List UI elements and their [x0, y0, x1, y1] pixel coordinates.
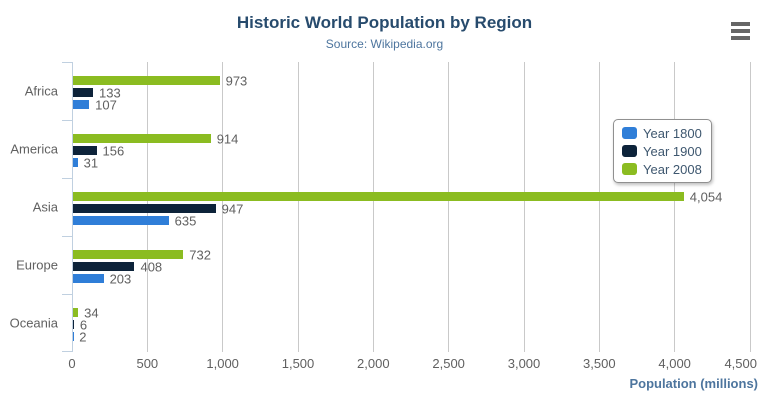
bar-america-year-1900[interactable]: [73, 146, 97, 155]
x-tick-label: 500: [136, 356, 159, 371]
x-tick-label: 4,500: [724, 356, 757, 371]
category-axis-tick: [62, 120, 72, 121]
x-tick-label: 2,000: [357, 356, 390, 371]
gridline: [598, 62, 600, 352]
x-axis-title: Population (millions): [629, 376, 758, 391]
bar-europe-year-2008[interactable]: [73, 250, 184, 259]
gridline: [523, 62, 525, 352]
chart-subtitle: Source: Wikipedia.org: [325, 37, 444, 51]
bar-oceania-year-2008[interactable]: [73, 308, 79, 317]
bar-value-label: 4,054: [689, 189, 723, 204]
category-label-europe: Europe: [16, 257, 58, 273]
chart-title: Historic World Population by Region: [236, 13, 533, 32]
bar-value-label: 914: [216, 131, 239, 146]
bar-asia-year-1900[interactable]: [73, 204, 216, 213]
gridline: [674, 62, 676, 352]
legend-swatch-year-2008: [622, 163, 637, 175]
bar-oceania-year-1900[interactable]: [73, 320, 74, 329]
x-tick-label: 0: [68, 356, 76, 371]
legend-item-label: Year 1800: [643, 125, 702, 141]
x-tick-label: 3,000: [507, 356, 541, 371]
category-label-asia: Asia: [32, 199, 58, 215]
x-tick-label: 2,500: [432, 356, 465, 371]
category-axis-line: [72, 62, 73, 352]
bar-value-label: 156: [102, 143, 125, 158]
gridline: [222, 62, 224, 352]
category-axis-tick: [62, 236, 72, 237]
bar-value-label: 2: [79, 329, 87, 344]
x-tick-label: 3,500: [583, 356, 616, 371]
bar-value-label: 732: [189, 247, 211, 262]
category-label-africa: Africa: [24, 83, 58, 99]
bar-value-label: 635: [174, 213, 197, 228]
x-tick-label: 4,000: [658, 356, 691, 371]
bar-africa-year-1800[interactable]: [73, 100, 90, 109]
gridline: [749, 62, 751, 352]
bar-america-year-1800[interactable]: [73, 158, 78, 167]
bar-value-label: 31: [83, 155, 99, 170]
export-menu-button[interactable]: [727, 18, 754, 44]
bar-value-label: 203: [109, 271, 132, 286]
bar-value-label: 973: [225, 73, 248, 88]
hamburger-menu-icon: [731, 22, 750, 40]
bar-africa-year-2008[interactable]: [73, 76, 220, 85]
bar-value-label: 408: [140, 259, 163, 274]
bar-europe-year-1800[interactable]: [73, 274, 104, 283]
x-tick-label: 1,500: [281, 356, 315, 371]
bar-africa-year-1900[interactable]: [73, 88, 94, 97]
category-label-oceania: Oceania: [9, 315, 58, 331]
legend-item-year-2008[interactable]: Year 2008: [622, 160, 702, 178]
bar-asia-year-2008[interactable]: [73, 192, 684, 201]
category-axis-tick: [62, 178, 72, 179]
bar-value-label: 6: [79, 317, 88, 332]
plot-area: 973 133 107 914 156 31 4,054 947 635 732 408 203 34 6…: [62, 62, 751, 352]
legend-swatch-year-1800: [622, 127, 637, 139]
bar-europe-year-1900[interactable]: [73, 262, 135, 271]
bar-value-label: 34: [84, 305, 99, 320]
legend-item-year-1800[interactable]: Year 1800: [622, 124, 702, 142]
bar-value-label: 947: [221, 201, 244, 216]
legend: Year 1800 Year 1900 Year 2008: [613, 119, 712, 183]
legend-item-label: Year 2008: [643, 161, 702, 177]
bar-asia-year-1800[interactable]: [73, 216, 169, 225]
bar-value-label: 133: [99, 85, 121, 100]
category-axis-tick: [62, 351, 72, 352]
legend-swatch-year-1900: [622, 145, 637, 157]
category-axis-tick: [62, 294, 72, 295]
legend-item-year-1900[interactable]: Year 1900: [622, 142, 702, 160]
category-axis-tick: [62, 62, 72, 63]
gridline: [372, 62, 374, 352]
bar-america-year-2008[interactable]: [73, 134, 211, 143]
bar-value-label: 107: [95, 97, 117, 112]
gridline: [448, 62, 450, 352]
legend-item-label: Year 1900: [643, 143, 702, 159]
category-label-america: America: [10, 141, 58, 157]
x-tick-label: 1,000: [206, 356, 239, 371]
gridline: [297, 62, 299, 352]
